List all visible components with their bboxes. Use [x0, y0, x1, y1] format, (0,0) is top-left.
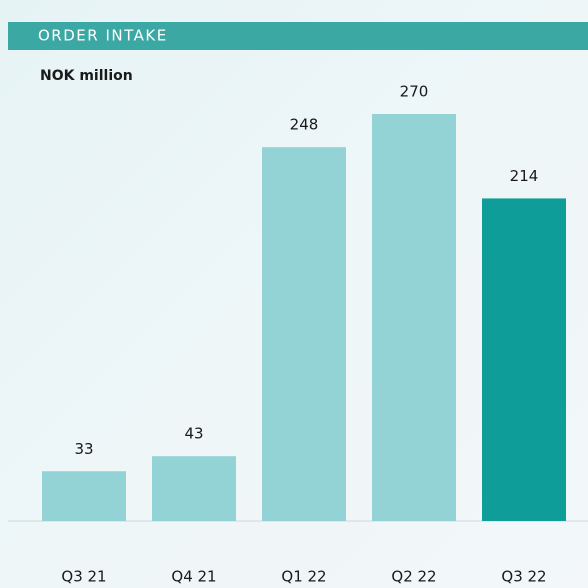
chart-title: ORDER INTAKE — [38, 27, 168, 45]
x-tick-label: Q4 21 — [171, 568, 216, 586]
chart-subtitle: NOK million — [40, 68, 133, 84]
bar — [152, 456, 236, 521]
value-label: 214 — [510, 167, 539, 185]
x-tick-label: Q1 22 — [281, 568, 326, 586]
value-label: 248 — [290, 116, 319, 134]
value-label: 43 — [184, 425, 203, 443]
bar — [262, 147, 346, 521]
bar — [482, 198, 566, 521]
x-tick-label: Q3 22 — [501, 568, 546, 586]
bar — [372, 114, 456, 521]
bar — [42, 471, 126, 521]
value-label: 33 — [74, 440, 93, 458]
x-tick-label: Q2 22 — [391, 568, 436, 586]
x-tick-label: Q3 21 — [61, 568, 106, 586]
value-label: 270 — [400, 83, 429, 101]
chart: ORDER INTAKE NOK million 33 Q3 21 43 Q4 21 2… — [0, 0, 588, 588]
